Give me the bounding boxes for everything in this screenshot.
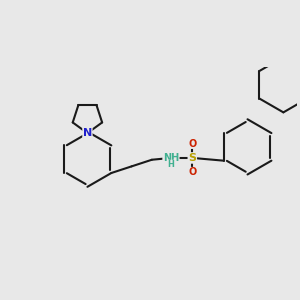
Text: O: O — [188, 139, 196, 148]
Text: O: O — [188, 167, 196, 177]
Text: NH: NH — [163, 153, 179, 163]
Text: S: S — [188, 153, 196, 163]
Text: N: N — [83, 128, 92, 138]
Text: H: H — [167, 160, 174, 169]
